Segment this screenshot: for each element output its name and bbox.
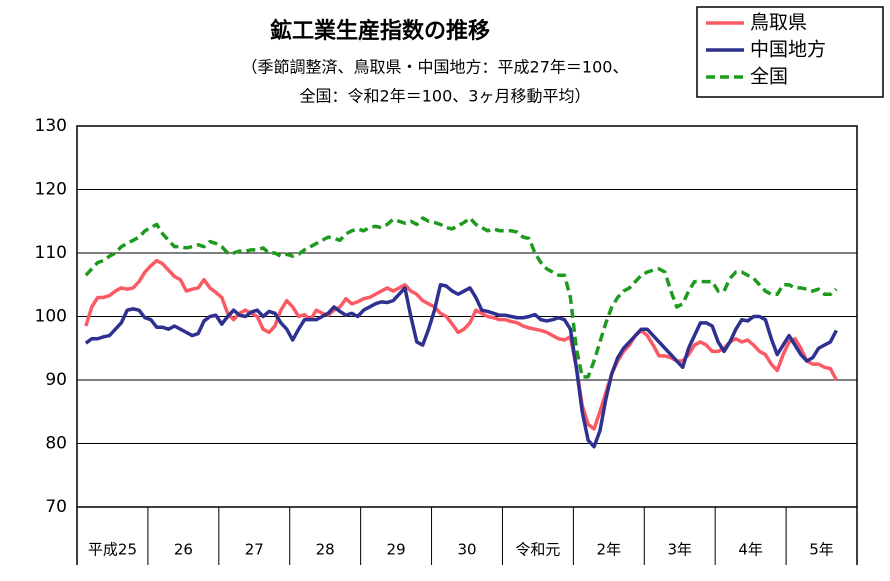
x-tick-label: 27 — [245, 541, 264, 559]
y-tick-label: 130 — [35, 116, 67, 136]
x-tick-label: 30 — [457, 541, 476, 559]
x-tick-label: 29 — [387, 541, 406, 559]
y-tick-label: 80 — [45, 434, 67, 454]
y-tick-label: 70 — [45, 497, 67, 517]
chart-subtitle: （季節調整済、鳥取県・中国地方：平成27年＝100、 — [242, 58, 629, 77]
legend-label: 全国 — [750, 66, 788, 88]
series-line — [84, 258, 838, 431]
x-tick-label: 26 — [174, 541, 193, 559]
y-tick-label: 110 — [35, 243, 67, 263]
x-tick-label: 5年 — [809, 541, 834, 559]
x-tick-label: 4年 — [738, 541, 763, 559]
x-tick-label: 平成25 — [88, 541, 137, 559]
x-tick-label: 令和元 — [515, 541, 560, 559]
legend-label: 中国地方 — [750, 39, 826, 61]
series-line — [84, 283, 838, 449]
series-line — [84, 216, 838, 379]
y-tick-label: 120 — [35, 180, 67, 200]
chart-title: 鉱工業生産指数の推移 — [270, 18, 490, 44]
y-tick-label: 100 — [35, 307, 67, 327]
y-tick-label: 90 — [45, 370, 67, 390]
chart-subtitle: 全国：令和2年＝100、3ヶ月移動平均） — [300, 87, 591, 106]
x-tick-label: 3年 — [667, 541, 692, 559]
x-tick-label: 28 — [316, 541, 335, 559]
x-tick-label: 2年 — [597, 541, 622, 559]
legend-label: 鳥取県 — [750, 12, 807, 34]
